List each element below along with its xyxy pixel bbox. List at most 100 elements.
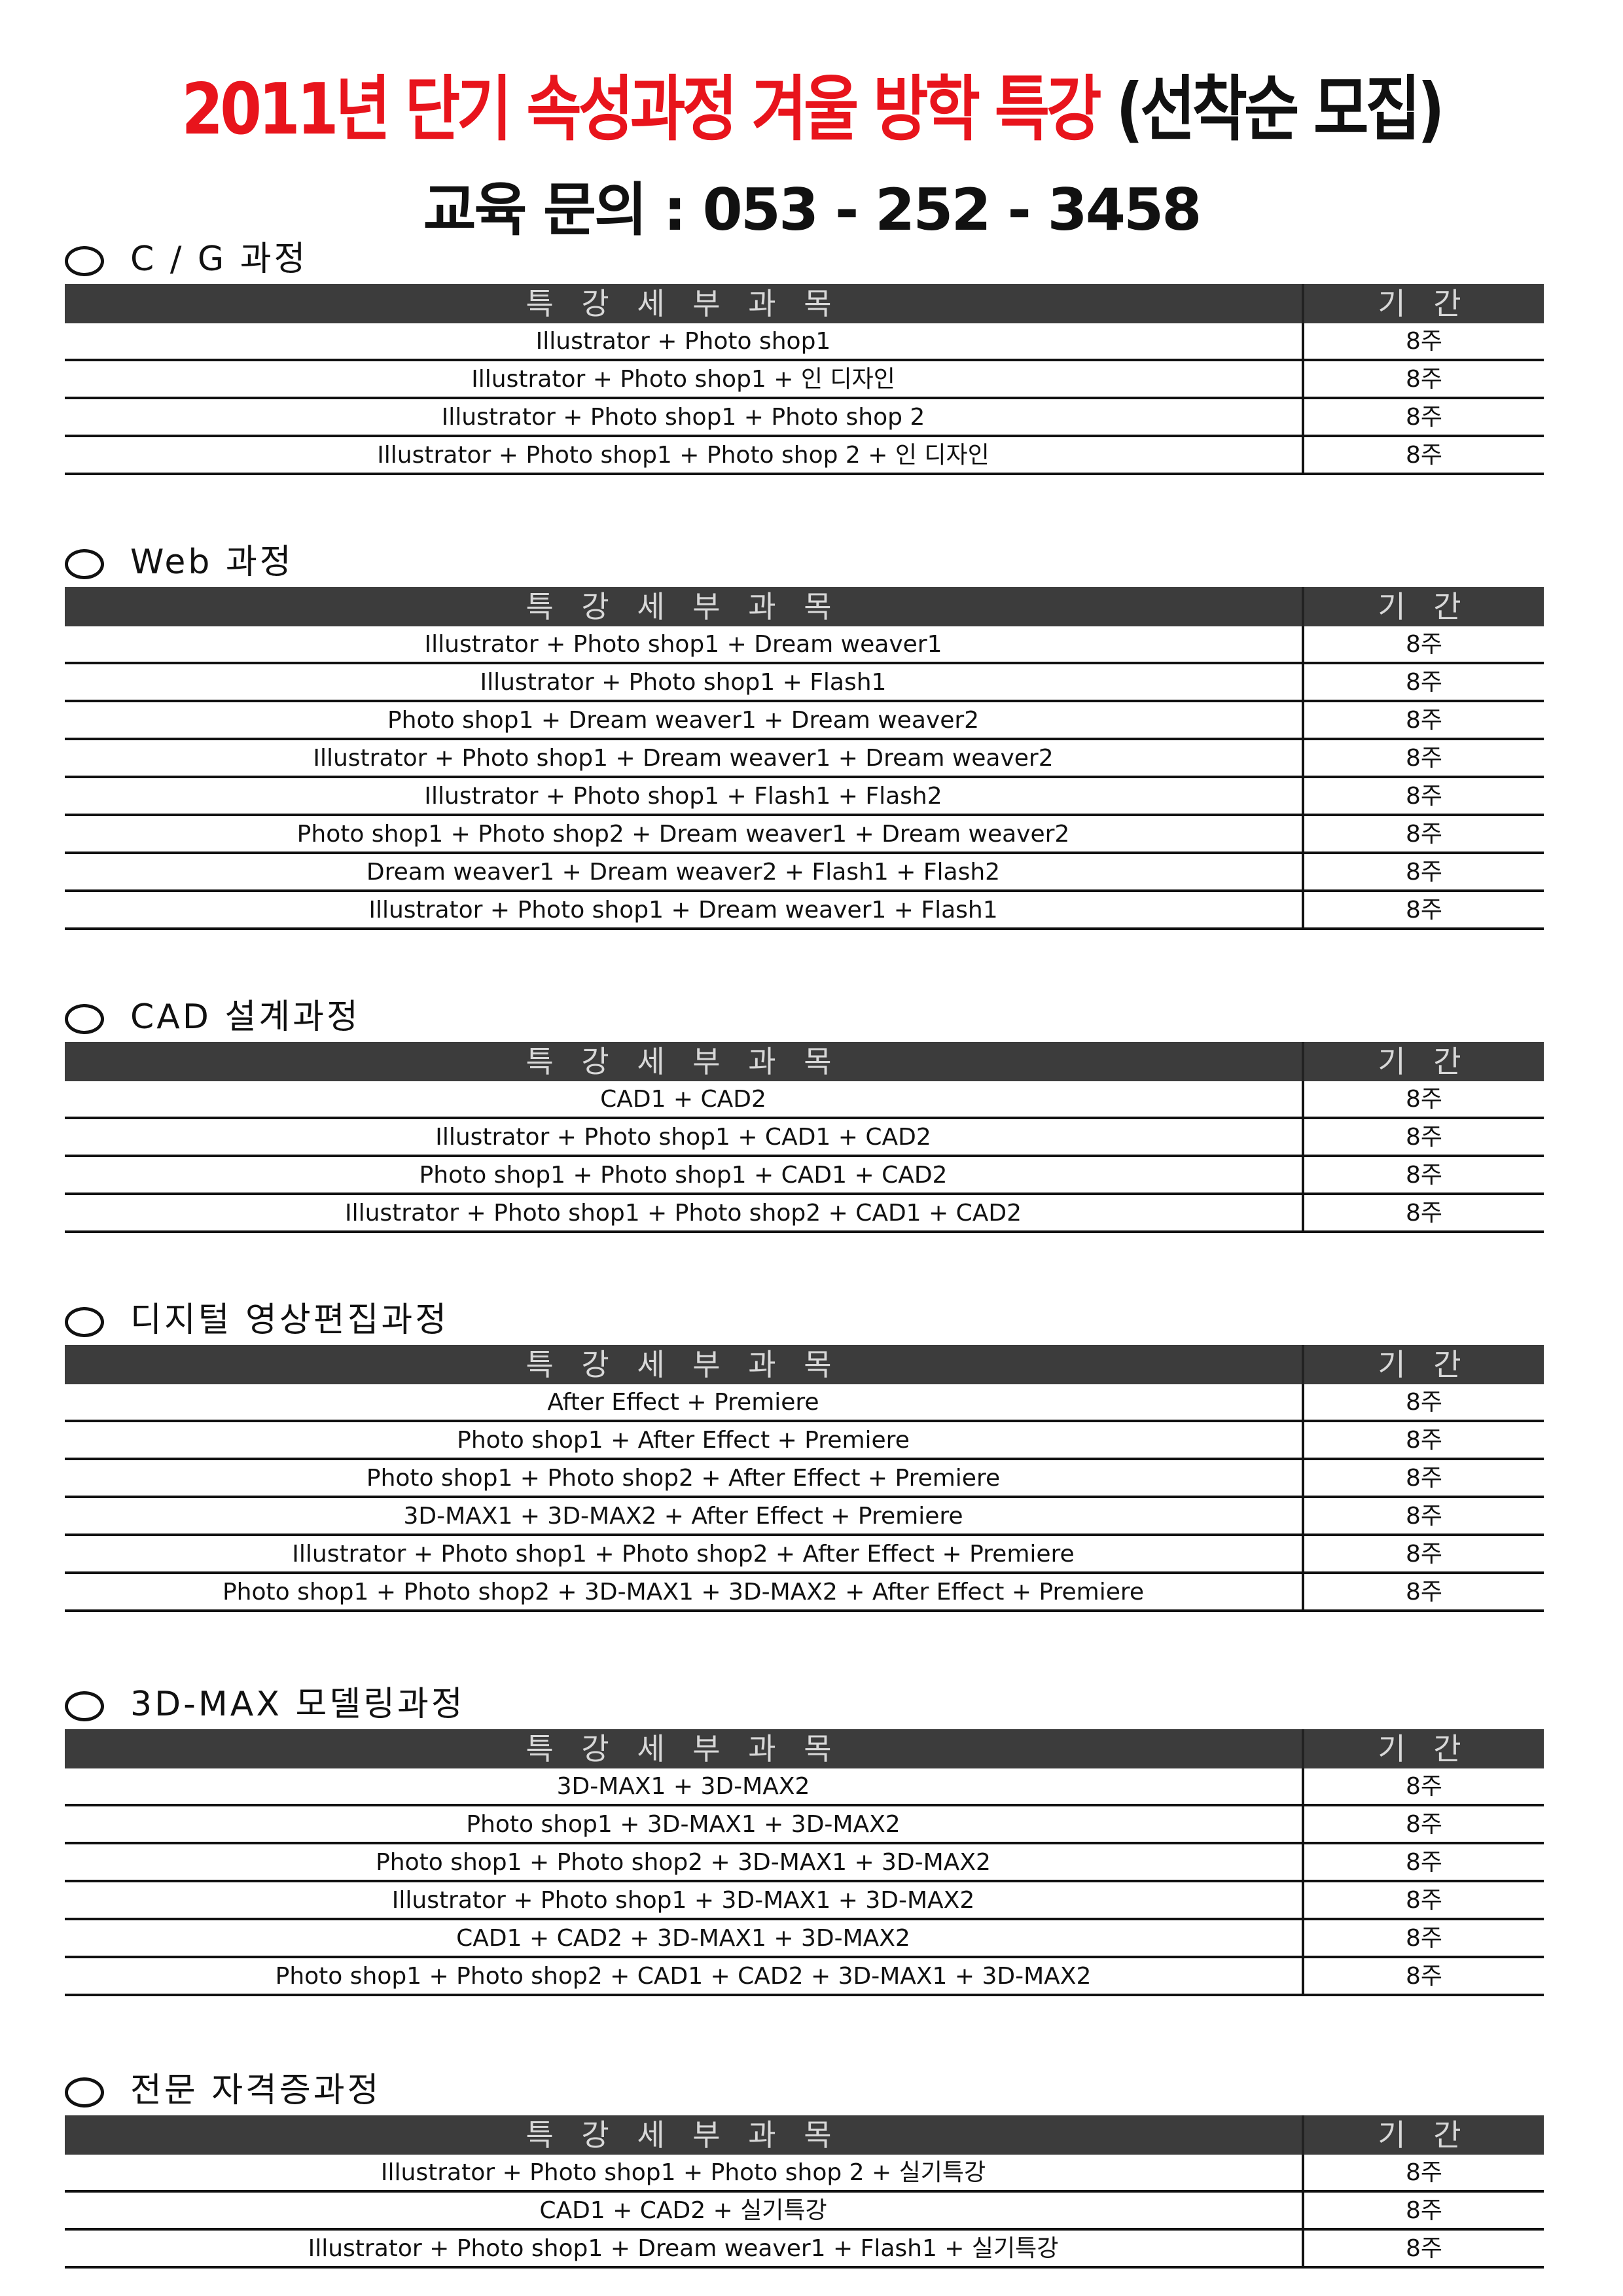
- course-cell: Photo shop1 + 3D-MAX1 + 3D-MAX2: [65, 1806, 1304, 1842]
- table-row: Illustrator + Photo shop1 + Photo shop 2…: [65, 399, 1544, 437]
- duration-cell: 8주: [1405, 1887, 1443, 1914]
- table-row: Dream weaver1 + Dream weaver2 + Flash1 +…: [65, 854, 1544, 892]
- duration-cell: 8주: [1405, 1086, 1443, 1113]
- course-table: 특 강 세 부 과 목 기 간 Illustrator + Photo shop1 …: [65, 2115, 1544, 2269]
- course-cell: Illustrator + Photo shop1 + Photo shop 2: [65, 399, 1304, 435]
- course-cell: Illustrator + Photo shop1 + Dream weaver…: [65, 2231, 1304, 2266]
- course-cell: Photo shop1 + Photo shop2 + After Effect…: [65, 1460, 1304, 1496]
- duration-cell: 8주: [1405, 1963, 1443, 1990]
- course-cell: Photo shop1 + After Effect + Premiere: [65, 1422, 1304, 1458]
- course-cell: Illustrator + Photo shop1 + Photo shop 2…: [65, 437, 1304, 473]
- course-cell: Illustrator + Photo shop1 + 3D-MAX1 + 3D…: [65, 1882, 1304, 1918]
- table-row: Illustrator + Photo shop1 + Photo shop2 …: [65, 1195, 1544, 1233]
- course-cell: Photo shop1 + Photo shop2 + CAD1 + CAD2 …: [65, 1958, 1304, 1994]
- duration-cell: 8주: [1405, 1925, 1443, 1952]
- course-cell: Illustrator + Photo shop1 + Dream weaver…: [65, 626, 1304, 662]
- course-cell: Illustrator + Photo shop1: [65, 323, 1304, 359]
- duration-cell: 8주: [1405, 1162, 1443, 1189]
- duration-cell: 8주: [1405, 404, 1443, 431]
- header-cell: 기 간: [1378, 589, 1471, 624]
- course-cell: CAD1 + CAD2 + 실기특강: [65, 2193, 1304, 2228]
- duration-cell: 8주: [1405, 745, 1443, 772]
- duration-cell: 8주: [1405, 859, 1443, 886]
- duration-cell: 8주: [1405, 1811, 1443, 1838]
- course-cell: CAD1 + CAD2: [65, 1081, 1304, 1117]
- duration-cell: 8주: [1405, 1579, 1443, 1605]
- duration-cell: 8주: [1405, 442, 1443, 469]
- duration-cell: 8주: [1405, 1849, 1443, 1876]
- header-cell: 기 간: [1378, 1731, 1471, 1767]
- header-cell: 특 강 세 부 과 목: [65, 284, 1304, 323]
- table-row: Illustrator + Photo shop1 + Photo shop2 …: [65, 1536, 1544, 1574]
- title-main: 2011년 단기 속성과정 겨울 방학 특강: [181, 69, 1101, 151]
- table-row: 3D-MAX1 + 3D-MAX2 8주: [65, 1768, 1544, 1806]
- duration-cell: 8주: [1405, 1124, 1443, 1151]
- header-cell: 특 강 세 부 과 목: [65, 587, 1304, 626]
- course-cell: Illustrator + Photo shop1 + 인 디자인: [65, 361, 1304, 397]
- course-cell: 3D-MAX1 + 3D-MAX2 + After Effect + Premi…: [65, 1498, 1304, 1534]
- table-row: Illustrator + Photo shop1 + Flash1 8주: [65, 664, 1544, 702]
- course-cell: Illustrator + Photo shop1 + Photo shop2 …: [65, 1536, 1304, 1571]
- course-cell: Photo shop1 + Photo shop2 + 3D-MAX1 + 3D…: [65, 1574, 1304, 1609]
- header-cell: 기 간: [1378, 1044, 1471, 1079]
- section-title: 전문 자격증과정: [65, 2070, 381, 2111]
- table-row: CAD1 + CAD2 8주: [65, 1081, 1544, 1119]
- duration-cell: 8주: [1405, 783, 1443, 810]
- table-row: Illustrator + Photo shop1 + CAD1 + CAD2 8…: [65, 1119, 1544, 1157]
- course-cell: Illustrator + Photo shop1 + Photo shop2 …: [65, 1195, 1304, 1230]
- course-cell: Illustrator + Photo shop1 + Flash1 + Fla…: [65, 778, 1304, 814]
- table-row: Illustrator + Photo shop1 + 3D-MAX1 + 3D…: [65, 1882, 1544, 1920]
- duration-cell: 8주: [1405, 1389, 1443, 1416]
- table-row: 3D-MAX1 + 3D-MAX2 + After Effect + Premi…: [65, 1498, 1544, 1536]
- header-cell: 특 강 세 부 과 목: [65, 1345, 1304, 1384]
- course-cell: Illustrator + Photo shop1 + CAD1 + CAD2: [65, 1119, 1304, 1155]
- duration-cell: 8주: [1405, 1427, 1443, 1454]
- table-row: Photo shop1 + Photo shop2 + After Effect…: [65, 1460, 1544, 1498]
- course-cell: Photo shop1 + Photo shop1 + CAD1 + CAD2: [65, 1157, 1304, 1193]
- table-row: Illustrator + Photo shop1 + Photo shop 2…: [65, 2155, 1544, 2193]
- section-title: C / G 과정: [65, 238, 308, 280]
- header-cell: 기 간: [1378, 2117, 1471, 2153]
- table-row: Photo shop1 + After Effect + Premiere 8주: [65, 1422, 1544, 1460]
- course-cell: Dream weaver1 + Dream weaver2 + Flash1 +…: [65, 854, 1304, 889]
- table-row: After Effect + Premiere 8주: [65, 1384, 1544, 1422]
- table-row: Photo shop1 + Dream weaver1 + Dream weav…: [65, 702, 1544, 740]
- table-row: Illustrator + Photo shop1 + Dream weaver…: [65, 2231, 1544, 2269]
- table-row: Illustrator + Photo shop1 + Dream weaver…: [65, 626, 1544, 664]
- duration-cell: 8주: [1405, 2159, 1443, 2186]
- table-row: Photo shop1 + Photo shop2 + 3D-MAX1 + 3D…: [65, 1574, 1544, 1612]
- course-table: 특 강 세 부 과 목 기 간 Illustrator + Photo shop1 8…: [65, 284, 1544, 475]
- duration-cell: 8주: [1405, 1773, 1443, 1800]
- course-cell: Illustrator + Photo shop1 + Dream weaver…: [65, 740, 1304, 776]
- course-cell: 3D-MAX1 + 3D-MAX2: [65, 1768, 1304, 1804]
- duration-cell: 8주: [1405, 1541, 1443, 1568]
- duration-cell: 8주: [1405, 1465, 1443, 1492]
- header-cell: 특 강 세 부 과 목: [65, 2115, 1304, 2155]
- duration-cell: 8주: [1405, 1503, 1443, 1530]
- duration-cell: 8주: [1405, 366, 1443, 393]
- course-cell: Photo shop1 + Photo shop2 + Dream weaver…: [65, 816, 1304, 852]
- course-cell: Illustrator + Photo shop1 + Photo shop 2…: [65, 2155, 1304, 2190]
- table-row: Photo shop1 + Photo shop2 + 3D-MAX1 + 3D…: [65, 1844, 1544, 1882]
- duration-cell: 8주: [1405, 2197, 1443, 2224]
- course-cell: Illustrator + Photo shop1 + Dream weaver…: [65, 892, 1304, 927]
- header-cell: 기 간: [1378, 1347, 1471, 1382]
- header-cell: 기 간: [1378, 286, 1471, 321]
- course-cell: After Effect + Premiere: [65, 1384, 1304, 1420]
- course-cell: Photo shop1 + Photo shop2 + 3D-MAX1 + 3D…: [65, 1844, 1304, 1880]
- duration-cell: 8주: [1405, 821, 1443, 848]
- course-cell: Illustrator + Photo shop1 + Flash1: [65, 664, 1304, 700]
- header-cell: 특 강 세 부 과 목: [65, 1729, 1304, 1768]
- course-cell: Photo shop1 + Dream weaver1 + Dream weav…: [65, 702, 1304, 738]
- duration-cell: 8주: [1405, 897, 1443, 924]
- table-row: Illustrator + Photo shop1 + Dream weaver…: [65, 892, 1544, 930]
